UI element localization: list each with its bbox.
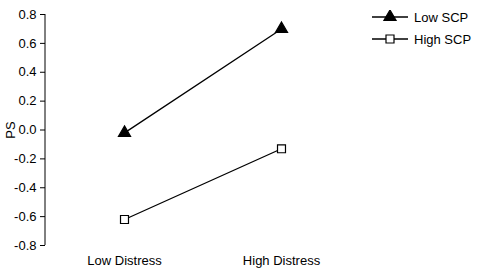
svg-text:PS: PS <box>3 121 18 139</box>
svg-text:Low Distress: Low Distress <box>87 253 162 268</box>
html-text:High SCP: High SCP <box>414 31 472 47</box>
svg-text:-0.2: -0.2 <box>14 151 36 166</box>
svg-text:0.0: 0.0 <box>18 122 36 137</box>
svg-text:0.2: 0.2 <box>18 93 36 108</box>
svg-text:0.4: 0.4 <box>18 64 36 79</box>
svg-text:0.6: 0.6 <box>18 36 36 51</box>
svg-text:-0.6: -0.6 <box>14 209 36 224</box>
svg-text:0.8: 0.8 <box>18 7 36 22</box>
svg-text:High Distress: High Distress <box>243 253 321 268</box>
svg-text:-0.8: -0.8 <box>14 238 36 253</box>
html-text:Low SCP: Low SCP <box>414 9 469 25</box>
svg-text:-0.4: -0.4 <box>14 180 36 195</box>
